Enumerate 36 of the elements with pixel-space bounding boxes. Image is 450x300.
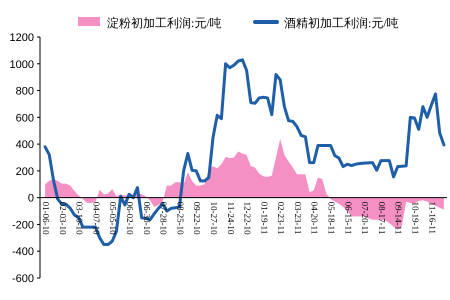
x-tick-label: 08-25-10 bbox=[175, 202, 186, 236]
x-tick-label: 04-20-11 bbox=[310, 202, 320, 234]
x-tick-label: 01-19-11 bbox=[259, 202, 270, 234]
x-tick-label: 08-17-11 bbox=[376, 202, 387, 234]
y-tick-label: 1000 bbox=[10, 58, 34, 71]
x-tick-label: 03-23-11 bbox=[292, 202, 303, 234]
x-tick-label: 07-28-10 bbox=[158, 202, 169, 236]
x-tick-label: 03-10-10 bbox=[74, 202, 85, 236]
y-tick-label: -400 bbox=[12, 246, 34, 258]
y-tick-label: 1200 bbox=[10, 32, 34, 44]
legend-label: 淀粉初加工利润:元/吨 bbox=[107, 16, 222, 30]
y-tick-label: -200 bbox=[12, 219, 34, 232]
x-tick-label: 11-24-10 bbox=[226, 202, 236, 235]
x-tick-label: 06-30-10 bbox=[142, 202, 152, 236]
x-tick-label: 06-02-10 bbox=[124, 202, 135, 236]
x-tick-label: 10-27-10 bbox=[208, 202, 219, 236]
x-tick-label: 02-03-10 bbox=[58, 202, 68, 236]
x-tick-label: 01-06-10 bbox=[41, 202, 52, 236]
x-tick-label: 12-22-10 bbox=[242, 202, 253, 236]
x-tick-label: 04-07-10 bbox=[91, 202, 102, 236]
x-tick-label: 07-20-11 bbox=[360, 202, 370, 234]
x-tick-label: 05-18-11 bbox=[326, 202, 336, 234]
y-tick-label: 800 bbox=[16, 86, 34, 98]
y-tick-label: 600 bbox=[16, 112, 34, 124]
y-tick-label: 200 bbox=[16, 166, 34, 178]
y-tick-label: -600 bbox=[12, 273, 34, 285]
x-tick-label: 09-14-11 bbox=[394, 202, 404, 234]
legend-label: 酒精初加工利润:元/吨 bbox=[284, 16, 399, 30]
x-tick-label: 05-05-10 bbox=[108, 202, 118, 236]
x-tick-label: 10-19-11 bbox=[410, 202, 420, 234]
x-tick-label: 09-22-10 bbox=[192, 202, 202, 236]
y-tick-label: 0 bbox=[28, 192, 34, 205]
y-tick-label: 400 bbox=[16, 139, 34, 152]
x-tick-label: 11-16-11 bbox=[427, 202, 438, 234]
x-tick-label: 02-23-11 bbox=[276, 202, 286, 234]
x-tick-label: 06-15-11 bbox=[343, 202, 354, 234]
